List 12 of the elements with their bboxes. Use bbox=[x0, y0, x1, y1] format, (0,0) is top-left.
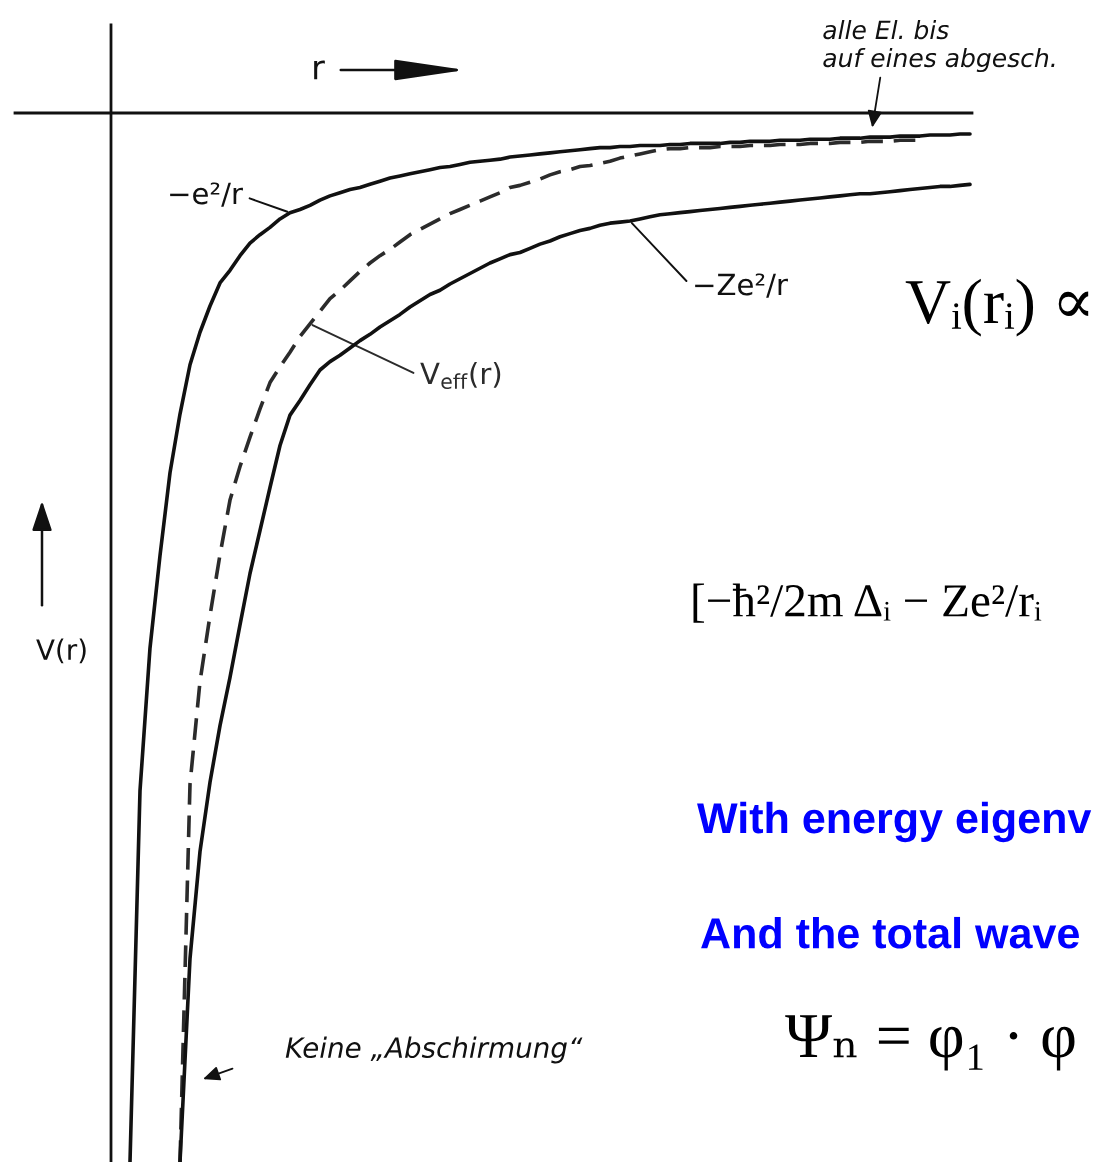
text: alle El. bis auf eines abgesch. bbox=[823, 19, 1055, 73]
x-axis-title: r bbox=[314, 60, 325, 80]
y-axis-title: V(r) bbox=[36, 638, 86, 664]
annotation: Vᵢ(rᵢ) ∝ bbox=[905, 278, 1089, 337]
text: V$_{eff}$(r) bbox=[420, 361, 501, 390]
annotation: [−ħ²/2m Δᵢ − Ze²/rᵢ bbox=[693, 583, 1042, 623]
annotation: And the total wave bbox=[701, 916, 1079, 949]
annotation: Ψₙ = φ₁ · φ bbox=[785, 1015, 1075, 1071]
text: −Ze²/r bbox=[695, 273, 788, 298]
legend-label: −e²/r bbox=[170, 182, 243, 207]
annotation: With energy eigenv bbox=[697, 801, 1092, 843]
annotation: Keine „Abschirmung“ bbox=[285, 1036, 583, 1064]
